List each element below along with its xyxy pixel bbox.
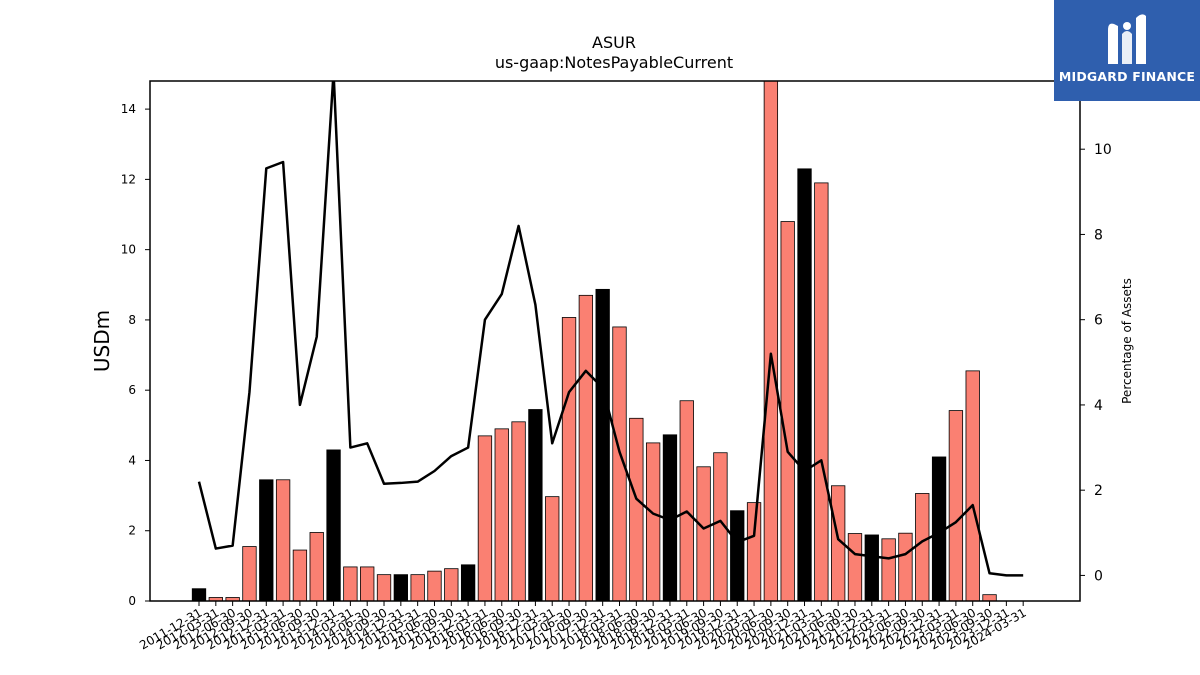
y2-tick-label: 8 xyxy=(1094,227,1103,243)
bar xyxy=(494,428,509,602)
bar xyxy=(730,510,745,602)
brand-name: MIDGARD FINANCE xyxy=(1058,69,1196,84)
bar xyxy=(898,532,913,602)
y-tick-label: 0 xyxy=(128,594,136,608)
bar xyxy=(242,546,257,602)
bar xyxy=(595,288,610,602)
bar xyxy=(191,588,207,602)
bar xyxy=(948,410,964,602)
bar xyxy=(797,168,812,602)
bar xyxy=(864,534,879,602)
bar xyxy=(814,182,829,602)
bar xyxy=(696,466,711,602)
chart-title: ASUR xyxy=(592,33,636,52)
bar xyxy=(679,400,694,602)
bar xyxy=(343,566,358,602)
y-tick-label: 14 xyxy=(121,102,136,116)
axes: 0246810121402468102011-12-312012-03-3120… xyxy=(121,80,1112,652)
brand-logo: MIDGARD FINANCE xyxy=(1054,0,1200,101)
bar xyxy=(629,417,644,602)
bar xyxy=(309,532,324,602)
bar xyxy=(460,564,476,602)
bar xyxy=(578,294,594,602)
y-tick-label: 4 xyxy=(128,453,136,467)
bar xyxy=(645,442,661,602)
bar xyxy=(965,370,980,602)
bar-series xyxy=(191,80,997,602)
y-tick-label: 6 xyxy=(128,383,136,397)
midgard-logo-icon xyxy=(1108,14,1146,65)
y2-axis-label: Percentage of Assets xyxy=(1120,278,1134,404)
bar xyxy=(780,221,795,602)
bar xyxy=(427,570,442,602)
y-tick-label: 10 xyxy=(121,243,136,257)
bar xyxy=(259,479,274,602)
y2-tick-label: 4 xyxy=(1094,398,1103,414)
bar xyxy=(393,574,408,602)
y-tick-label: 8 xyxy=(128,313,136,327)
bar xyxy=(376,574,392,602)
bar xyxy=(982,594,997,602)
bar xyxy=(292,549,308,602)
y2-tick-label: 6 xyxy=(1094,313,1103,329)
bar xyxy=(275,479,291,602)
line-path xyxy=(197,81,1024,577)
bar xyxy=(746,502,762,602)
bar xyxy=(561,317,577,602)
bar xyxy=(410,574,425,602)
bar xyxy=(528,409,543,602)
y-axis-label: USDm xyxy=(90,310,114,372)
bar xyxy=(511,421,526,602)
bar xyxy=(444,568,459,602)
chart-subtitle: us-gaap:NotesPayableCurrent xyxy=(495,53,733,72)
y-tick-label: 2 xyxy=(128,524,136,538)
plot-frame xyxy=(149,80,1081,602)
bar xyxy=(477,435,493,602)
y2-tick-label: 2 xyxy=(1094,483,1103,499)
bar xyxy=(847,533,863,602)
bar xyxy=(360,566,375,602)
line-series xyxy=(197,81,1024,577)
y2-tick-label: 10 xyxy=(1094,142,1112,158)
bar xyxy=(881,538,896,602)
bar xyxy=(915,493,930,602)
y-tick-label: 12 xyxy=(121,172,136,186)
bar xyxy=(545,496,560,602)
y2-tick-label: 0 xyxy=(1094,568,1103,584)
bar xyxy=(763,80,779,602)
bar xyxy=(326,449,341,602)
